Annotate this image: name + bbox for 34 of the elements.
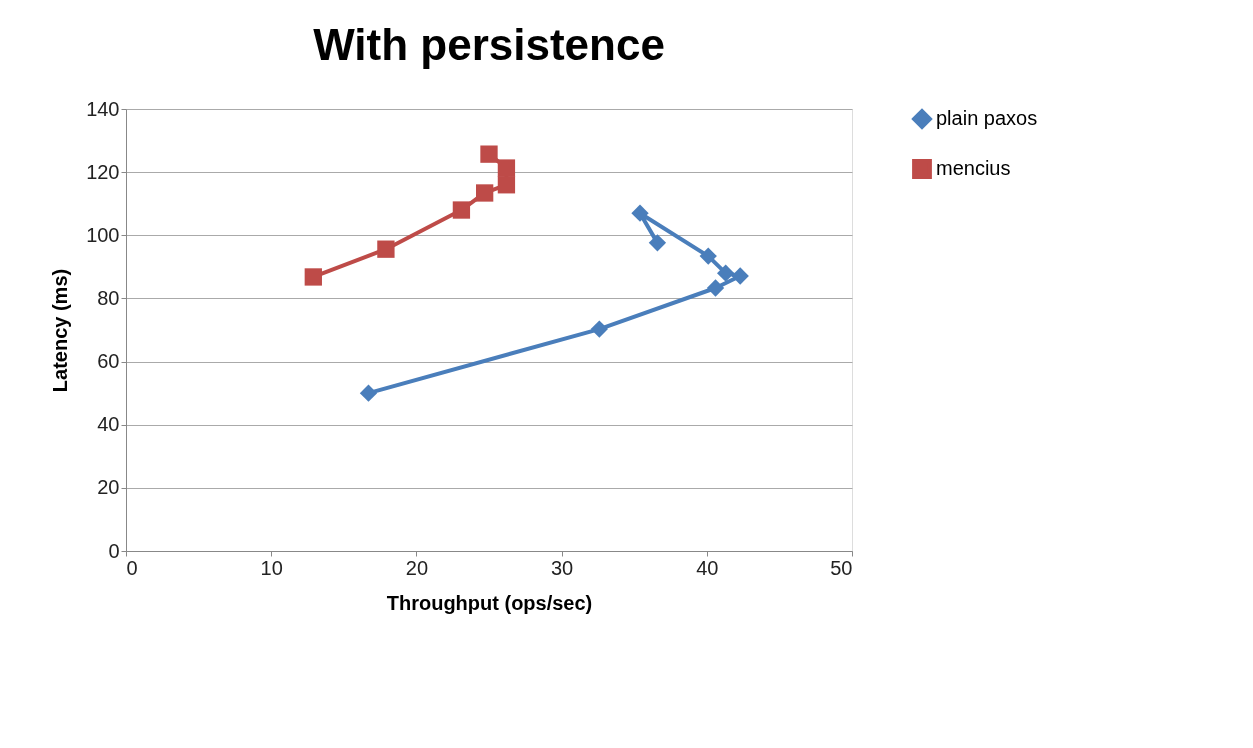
point	[590, 320, 609, 338]
x-tick-label: 50	[830, 556, 853, 579]
legend-label: plain paxos	[936, 107, 1038, 129]
point	[475, 184, 494, 202]
legend-label: mencius	[936, 157, 1011, 179]
y-tick-label: 60	[97, 350, 120, 373]
x-tick-label: 40	[696, 556, 719, 579]
x-tick-label: 20	[405, 556, 429, 579]
point	[497, 159, 516, 177]
y-tick-label: 80	[97, 286, 120, 309]
chart-title: With persistence	[313, 20, 665, 69]
point	[648, 234, 667, 252]
y-axis-title: Latency (ms)	[49, 268, 72, 393]
point	[631, 204, 649, 222]
y-tick-label: 140	[86, 97, 120, 120]
point	[717, 264, 735, 282]
x-axis-title: Throughput (ops/sec)	[386, 591, 593, 614]
x-tick-label: 10	[260, 556, 283, 579]
y-tick-label: 100	[86, 223, 120, 246]
point	[304, 268, 322, 286]
point	[480, 145, 498, 163]
y-tick-label: 120	[86, 160, 120, 183]
y-tick-label: 0	[108, 539, 120, 562]
point	[497, 176, 516, 194]
point	[359, 384, 378, 402]
point	[377, 240, 395, 258]
x-tick-label: 0	[126, 556, 138, 579]
y-tick-label: 40	[97, 413, 120, 436]
y-tick-label: 20	[97, 476, 120, 499]
point	[731, 267, 749, 285]
x-tick-label: 30	[550, 556, 574, 579]
point	[452, 201, 471, 219]
point	[706, 279, 725, 297]
point	[699, 247, 717, 265]
